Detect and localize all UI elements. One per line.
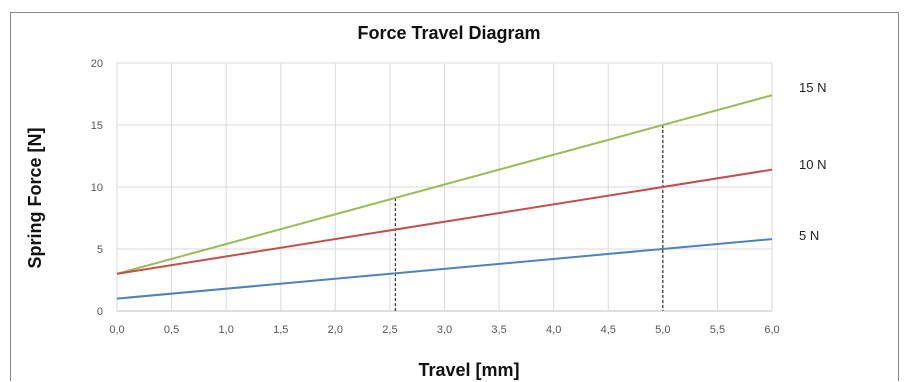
y-tick-label: 15 <box>91 120 103 132</box>
chart-frame: Force Travel Diagram 0 5 10 15 20 0,0 0,5 1,0 1,… <box>10 12 899 381</box>
series-layer <box>116 94 773 300</box>
y-axis-title: Spring Force [N] <box>25 127 45 268</box>
series-label: 10 N <box>799 157 826 172</box>
series-line <box>116 94 773 275</box>
force-travel-chart: Force Travel Diagram 0 5 10 15 20 0,0 0,5 1,0 1,… <box>25 23 826 380</box>
series-label: 5 N <box>799 228 819 243</box>
tick-labels: 0 5 10 15 20 0,0 0,5 1,0 1,5 2,0 2,5 3,0 3,5 4,0 4,5 5,… <box>91 58 780 336</box>
x-tick-label: 0,0 <box>109 324 124 336</box>
chart-title: Force Travel Diagram <box>357 23 540 43</box>
x-tick-label: 4,0 <box>546 324 561 336</box>
x-tick-label: 0,5 <box>164 324 179 336</box>
x-tick-label: 1,5 <box>273 324 288 336</box>
series-line <box>116 238 773 300</box>
series-label: 15 N <box>799 80 826 95</box>
x-tick-label: 5,0 <box>655 324 670 336</box>
reference-lines <box>394 125 664 311</box>
x-tick-label: 6,0 <box>764 324 779 336</box>
x-tick-label: 5,5 <box>710 324 725 336</box>
x-tick-label: 3,5 <box>491 324 506 336</box>
grid-layer <box>116 62 773 312</box>
y-tick-label: 5 <box>97 244 103 256</box>
y-tick-label: 0 <box>97 306 103 318</box>
x-tick-label: 1,0 <box>219 324 234 336</box>
series-labels: 15 N 10 N 5 N <box>799 80 826 243</box>
series-line <box>116 168 773 275</box>
x-tick-label: 4,5 <box>601 324 616 336</box>
x-tick-label: 2,5 <box>382 324 397 336</box>
y-tick-label: 10 <box>91 182 103 194</box>
x-tick-label: 3,0 <box>437 324 452 336</box>
x-tick-label: 2,0 <box>328 324 343 336</box>
y-tick-label: 20 <box>91 58 103 70</box>
x-axis-title: Travel [mm] <box>418 360 519 380</box>
